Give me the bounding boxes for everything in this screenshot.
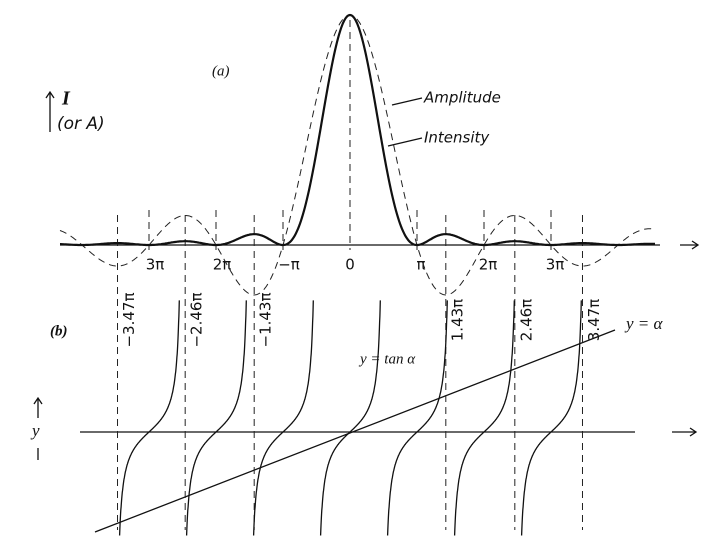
x-tick-label: π <box>416 256 425 274</box>
tan-branch <box>319 300 381 536</box>
root-label: 2.46π <box>517 299 535 341</box>
panel-label: (b) <box>50 323 68 339</box>
x-tick-label: 3π <box>146 256 165 274</box>
y-label: I <box>61 88 71 110</box>
intensity-curve <box>60 13 655 247</box>
x-tick-label: 3π <box>546 256 565 274</box>
x-tick-label: 2π <box>479 256 498 274</box>
root-label: −2.46π <box>188 293 206 348</box>
y-arrow <box>33 396 43 460</box>
x-tick-label: 0 <box>345 256 355 274</box>
line-y-alpha <box>94 329 616 533</box>
root-label: −1.43π <box>257 293 275 348</box>
curve-label: y = tan α <box>358 351 416 367</box>
panel-label: (a) <box>212 63 230 79</box>
leader-lines <box>387 97 423 147</box>
tan-branch <box>118 300 180 536</box>
root-label: 1.43π <box>448 299 466 341</box>
amplitude-curve <box>59 14 656 296</box>
axis-arrow <box>680 240 700 250</box>
tan-branch <box>453 300 515 536</box>
tan-branch <box>520 300 582 536</box>
y-label: y <box>30 421 40 440</box>
root-label: −3.47π <box>120 293 138 348</box>
root-label: 3.47π <box>585 299 603 341</box>
x-tick-label: 2π <box>213 256 232 274</box>
tan-branch <box>185 300 247 536</box>
y-arrow <box>45 90 55 132</box>
tan-branch <box>252 300 314 536</box>
curve-label: Amplitude <box>423 89 501 107</box>
y-sublabel: (or A) <box>57 114 105 134</box>
line-label: y = α <box>624 314 664 333</box>
tan-branch <box>386 300 448 536</box>
curve-label: Intensity <box>424 129 490 147</box>
x-tick-label: −π <box>278 256 300 274</box>
axis-arrow <box>672 427 698 437</box>
